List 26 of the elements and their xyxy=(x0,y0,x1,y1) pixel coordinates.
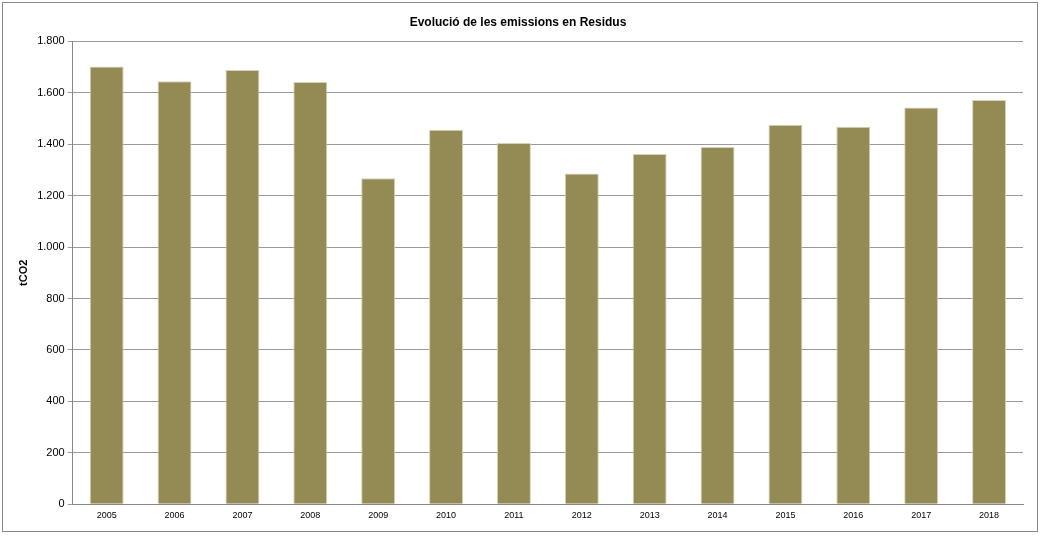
x-tick-label: 2013 xyxy=(639,510,660,521)
y-tick-label: 200 xyxy=(46,445,65,458)
y-tick-label: 800 xyxy=(46,291,65,304)
x-tick-label: 2016 xyxy=(843,510,864,521)
y-tick-label: 400 xyxy=(46,394,65,407)
y-tick-label: 600 xyxy=(46,342,65,355)
x-tick-label: 2010 xyxy=(436,510,457,521)
x-tick-label: 2012 xyxy=(571,510,592,521)
y-axis-title: tCO2 xyxy=(16,259,29,286)
x-tick-label: 2018 xyxy=(979,510,1000,521)
x-tick-label: 2006 xyxy=(164,510,185,521)
x-tick-label: 2008 xyxy=(300,510,321,521)
x-tick-label: 2015 xyxy=(775,510,796,521)
x-tick-label: 2005 xyxy=(96,510,117,521)
x-tick-label: 2011 xyxy=(504,510,524,521)
y-tick-label: 1.800 xyxy=(37,34,65,47)
x-tick-label: 2007 xyxy=(232,510,253,521)
x-tick-label: 2014 xyxy=(707,510,728,521)
y-tick-label: 0 xyxy=(58,497,65,510)
x-tick-label: 2017 xyxy=(911,510,932,521)
y-tick-label: 1.400 xyxy=(37,137,65,150)
y-tick-label: 1.600 xyxy=(37,85,65,98)
y-tick-label: 1.000 xyxy=(37,240,65,253)
chart-title: Evolució de les emissions en Residus xyxy=(409,14,627,29)
x-tick-label: 2009 xyxy=(368,510,389,521)
y-tick-label: 1.200 xyxy=(37,188,65,201)
